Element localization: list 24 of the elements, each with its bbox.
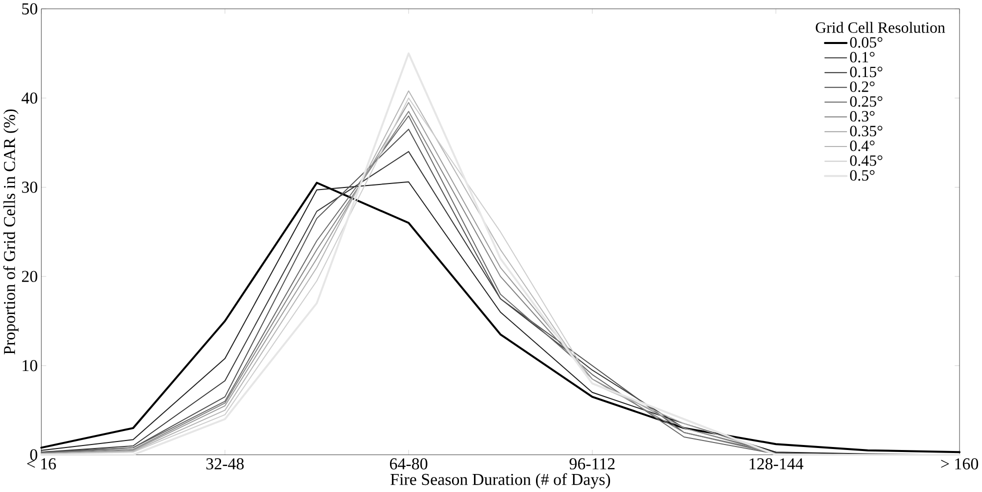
- legend-label: 0.25°: [850, 96, 882, 107]
- legend-label: 0.2°: [850, 82, 875, 92]
- x-tick-label: > 160: [941, 458, 978, 470]
- legend-label: 0.05°: [850, 37, 882, 48]
- y-tick-label: 0: [30, 449, 38, 461]
- legend-label: 0.5°: [850, 170, 875, 181]
- x-tick-label: 64-80: [390, 458, 428, 470]
- x-tick-label: 32-48: [206, 458, 244, 470]
- x-tick-label: 96-112: [570, 458, 615, 470]
- legend-label: 0.1°: [850, 52, 875, 63]
- y-tick-label: 10: [22, 360, 38, 372]
- y-tick-label: 30: [22, 182, 38, 193]
- y-axis-title: Proportion of Grid Cells in CAR (%): [3, 110, 18, 355]
- legend-label: 0.35°: [850, 126, 882, 136]
- legend-label: 0.4°: [850, 140, 875, 152]
- y-tick-label: 50: [22, 3, 38, 15]
- x-tick-label: 128-144: [750, 458, 804, 470]
- y-tick-label: 20: [22, 270, 38, 282]
- legend-label: 0.15°: [850, 66, 882, 78]
- legend-label: 0.3°: [850, 111, 875, 122]
- legend-label: 0.45°: [850, 155, 882, 166]
- x-axis-title: Fire Season Duration (# of Days): [390, 473, 610, 489]
- y-tick-label: 40: [22, 92, 38, 104]
- legend-title: Grid Cell Resolution: [816, 22, 946, 33]
